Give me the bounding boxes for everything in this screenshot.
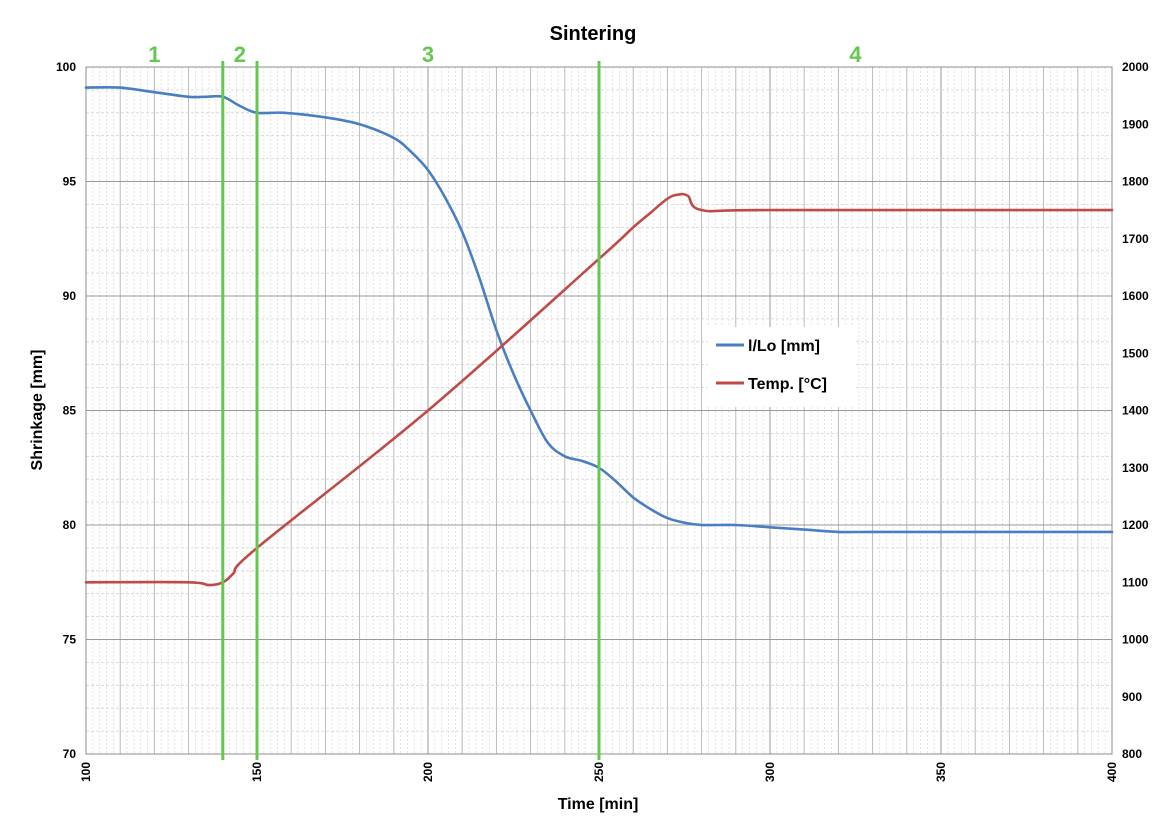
phase-label-4: 4	[849, 42, 862, 67]
phase-label-3: 3	[422, 42, 434, 67]
y2-tick-label: 1800	[1122, 175, 1149, 189]
legend-label-shrinkage: l/Lo [mm]	[748, 338, 820, 355]
y-tick-label: 70	[63, 747, 77, 761]
legend: l/Lo [mm] Temp. [°C]	[708, 327, 854, 407]
y2-tick-label: 1700	[1122, 232, 1149, 246]
y2-tick-label: 1200	[1122, 518, 1149, 532]
y-tick-label: 85	[63, 404, 77, 418]
x-tick-label: 300	[763, 762, 777, 782]
chart-title: Sintering	[550, 23, 637, 45]
x-tick-label: 150	[250, 762, 264, 782]
y2-tick-label: 1400	[1122, 404, 1149, 418]
x-axis-title: Time [min]	[558, 796, 639, 813]
legend-box	[708, 327, 854, 407]
tick-labels: 70 75 80 85 90 95 100 800 900 1000 1100 1200 1300 140…	[56, 60, 1149, 782]
y2-tick-label: 900	[1122, 690, 1142, 704]
y2-tick-label: 2000	[1122, 60, 1149, 74]
x-tick-label: 100	[79, 762, 93, 782]
series-line-temperature	[84, 192, 1114, 587]
x-tick-label: 250	[592, 762, 606, 782]
y2-tick-label: 1300	[1122, 461, 1149, 475]
y-tick-label: 80	[63, 518, 77, 532]
y-tick-label: 90	[63, 289, 77, 303]
x-tick-label: 200	[421, 762, 435, 782]
phase-lines: 1 2 3 4	[148, 42, 862, 760]
y2-tick-label: 1900	[1122, 117, 1149, 131]
y-tick-label: 100	[56, 60, 76, 74]
phase-label-2: 2	[234, 42, 246, 67]
y2-tick-label: 1600	[1122, 289, 1149, 303]
y2-tick-label: 800	[1122, 747, 1142, 761]
phase-label-1: 1	[148, 42, 160, 67]
legend-label-temperature: Temp. [°C]	[748, 376, 827, 393]
y-axis-title: Shrinkage [mm]	[29, 350, 46, 471]
y-tick-label: 95	[63, 175, 77, 189]
y-tick-label: 75	[63, 633, 77, 647]
series-lines	[84, 85, 1114, 587]
y2-tick-label: 1500	[1122, 346, 1149, 360]
x-tick-label: 400	[1105, 762, 1119, 782]
y2-tick-label: 1100	[1122, 575, 1148, 589]
series-line-shrinkage	[84, 85, 1114, 534]
x-tick-label: 350	[934, 762, 948, 782]
y2-tick-label: 1000	[1122, 633, 1149, 647]
